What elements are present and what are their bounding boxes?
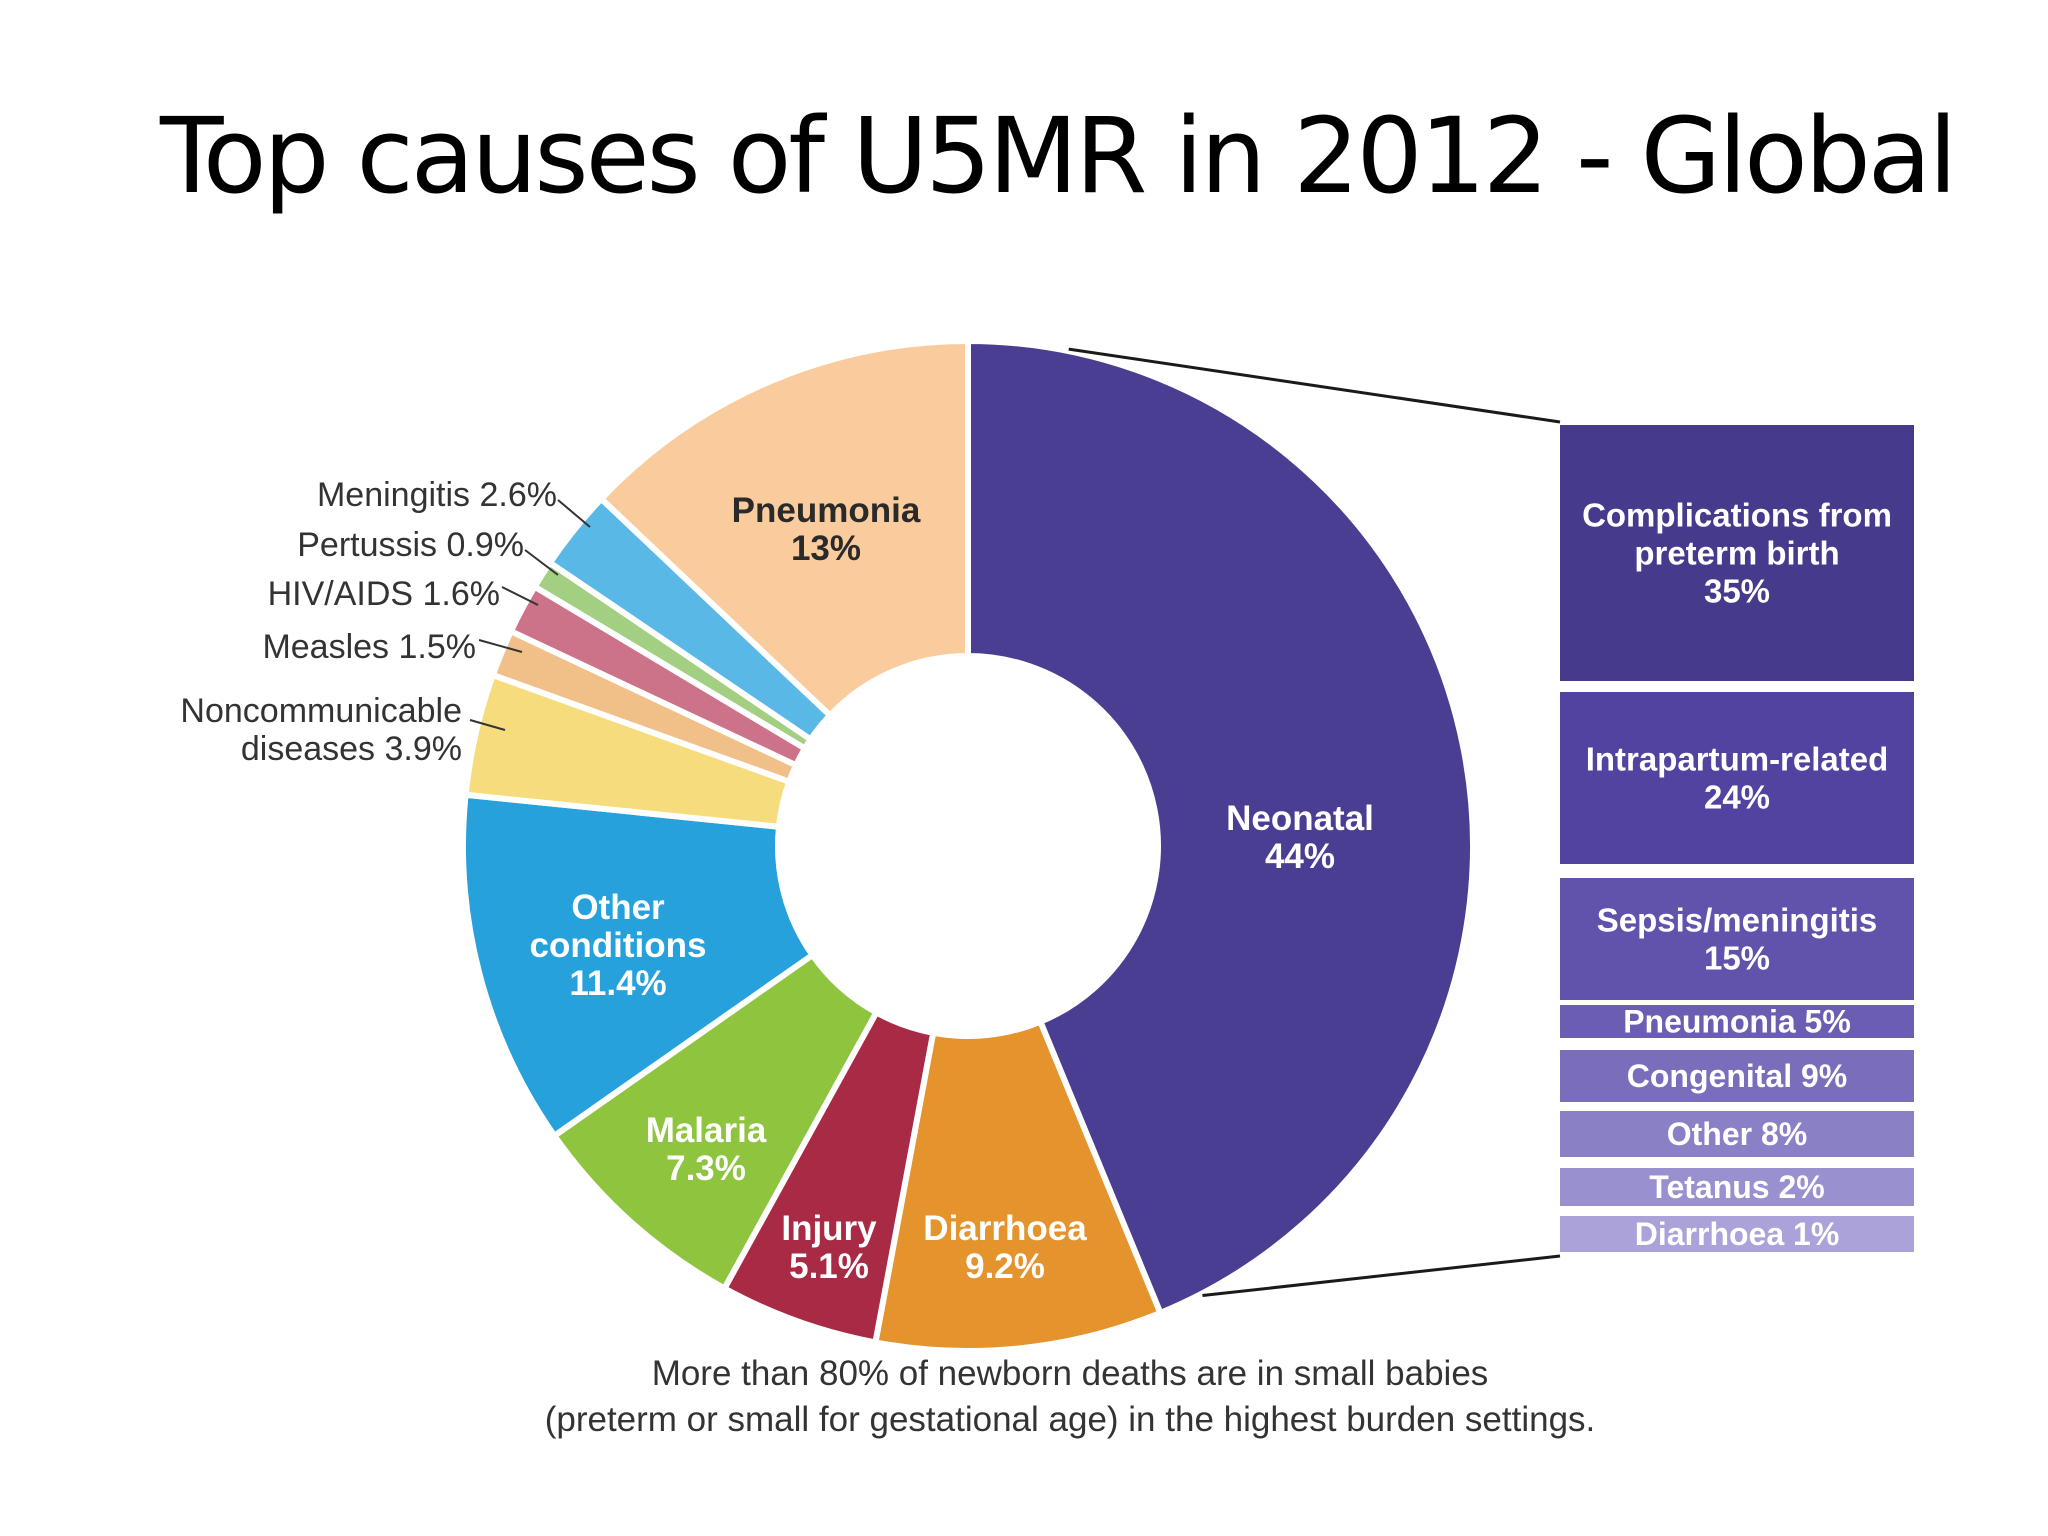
leader-line-pertussis — [524, 549, 559, 576]
label-malaria: Malaria 7.3% — [646, 1111, 767, 1188]
leader-line-meningitis — [557, 499, 591, 528]
connector-top — [1068, 347, 1561, 424]
label-diarrhoea: Diarrhoea 9.2% — [923, 1209, 1087, 1286]
leader-line-measles — [478, 639, 523, 653]
label-noncommunicable-diseases: Noncommunicable diseases 3.9% — [180, 692, 462, 768]
slice-other-conditions — [460, 791, 816, 1139]
breakdown-box-pneumonia — [1560, 1005, 1914, 1038]
label-neonatal: Neonatal 44% — [1226, 799, 1374, 876]
slice-neonatal — [965, 338, 1476, 1316]
label-pertussis: Pertussis 0.9% — [297, 526, 524, 564]
breakdown-box-diarrhoea — [1560, 1216, 1914, 1252]
neonatal-breakdown: Complications from preterm birth 35% Intrap… — [1560, 425, 1914, 1252]
leader-line-noncommunicable-diseases — [469, 719, 506, 731]
breakdown-box-congenital — [1560, 1050, 1914, 1102]
caption-line-1: More than 80% of newborn deaths are in s… — [651, 1354, 1489, 1393]
label-other-conditions: Other conditions 11.4% — [530, 888, 707, 1003]
breakdown-box-complications-from-preterm-birth — [1560, 425, 1914, 681]
label-measles: Measles 1.5% — [262, 628, 476, 666]
breakdown-box-other — [1560, 1111, 1914, 1157]
breakdown-box-tetanus — [1560, 1168, 1914, 1206]
breakdown-label-intrapartum-related: Intrapartum-related 24% — [1586, 741, 1889, 816]
breakdown-label-other: Other 8% — [1667, 1116, 1807, 1152]
outside-labels: Noncommunicable diseases 3.9% Measles 1.5%… — [180, 476, 591, 768]
slice-pneumonia — [598, 338, 971, 719]
connector-bottom — [1202, 1254, 1561, 1298]
breakdown-connectors — [1068, 347, 1561, 1298]
donut-slices — [460, 338, 1476, 1354]
caption-line-2: (preterm or small for gestational age) i… — [544, 1400, 1596, 1439]
label-pneumonia: Pneumonia 13% — [732, 491, 921, 568]
breakdown-box-intrapartum-related — [1560, 692, 1914, 864]
breakdown-label-pneumonia: Pneumonia 5% — [1623, 1004, 1851, 1040]
slide-title: Top causes of U5MR in 2012 - Global — [160, 95, 1957, 217]
breakdown-label-tetanus: Tetanus 2% — [1649, 1169, 1824, 1205]
breakdown-label-congenital: Congenital 9% — [1627, 1058, 1847, 1094]
breakdown-label-complications-from-preterm-birth: Complications from preterm birth 35% — [1582, 497, 1892, 610]
label-injury: Injury 5.1% — [781, 1209, 877, 1286]
breakdown-label-sepsis-meningitis: Sepsis/meningitis 15% — [1597, 902, 1878, 977]
breakdown-box-sepsis-meningitis — [1560, 878, 1914, 1000]
leader-line-hiv-aids — [501, 586, 539, 606]
slice-diarrhoea — [872, 1018, 1164, 1354]
inside-labels: Neonatal 44% Diarrhoea 9.2% Injury 5.1%Malari… — [530, 491, 1374, 1286]
breakdown-label-diarrhoea: Diarrhoea 1% — [1635, 1216, 1840, 1252]
label-meningitis: Meningitis 2.6% — [317, 476, 557, 514]
slice-malaria — [551, 952, 880, 1292]
label-hiv-aids: HIV/AIDS 1.6% — [268, 575, 500, 613]
